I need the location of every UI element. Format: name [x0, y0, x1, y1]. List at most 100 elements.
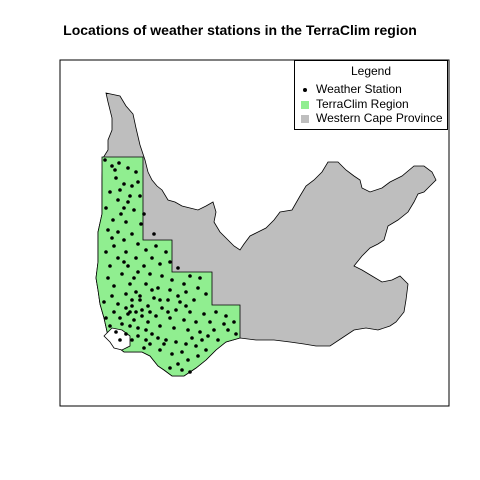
weather-station-point [180, 368, 184, 372]
weather-station-point [124, 306, 128, 310]
weather-station-point [110, 236, 114, 240]
weather-station-point [116, 302, 120, 306]
weather-station-point [214, 310, 218, 314]
weather-station-point [174, 308, 178, 312]
weather-station-point [124, 332, 128, 336]
weather-station-point [104, 250, 108, 254]
weather-station-point [182, 282, 186, 286]
weather-station-point [216, 338, 220, 342]
weather-station-point [130, 184, 134, 188]
weather-station-point [196, 286, 200, 290]
weather-station-point [114, 330, 118, 334]
weather-station-point [116, 230, 120, 234]
weather-station-point [134, 290, 138, 294]
weather-station-point [184, 342, 188, 346]
weather-station-point [102, 300, 106, 304]
weather-station-point [132, 318, 136, 322]
weather-station-point [158, 298, 162, 302]
weather-station-point [130, 298, 134, 302]
terraclim-region-polygon [95, 156, 241, 377]
weather-station-point [114, 176, 118, 180]
weather-station-point [138, 298, 142, 302]
weather-station-point [112, 310, 116, 314]
weather-station-point [132, 276, 136, 280]
weather-station-point [148, 272, 152, 276]
weather-station-point [166, 310, 170, 314]
weather-station-point [142, 264, 146, 268]
weather-station-point [176, 362, 180, 366]
weather-station-point [226, 328, 230, 332]
legend-label-terraclim-region: TerraClim Region [316, 97, 409, 111]
weather-station-point [134, 256, 138, 260]
weather-station-point [160, 274, 164, 278]
weather-station-point [208, 320, 212, 324]
weather-station-point [128, 194, 132, 198]
weather-station-point [130, 338, 134, 342]
weather-station-point [194, 320, 198, 324]
weather-station-point [142, 212, 146, 216]
weather-station-point [150, 332, 154, 336]
weather-station-point [176, 294, 180, 298]
weather-station-point [124, 220, 128, 224]
weather-station-point [120, 272, 124, 276]
weather-station-point [232, 320, 236, 324]
station-point-icon [299, 83, 311, 95]
weather-stations-layer [102, 158, 238, 374]
province-swatch-icon [299, 112, 311, 124]
weather-station-point [122, 182, 126, 186]
weather-station-point [180, 350, 184, 354]
weather-station-point [116, 256, 120, 260]
weather-station-point [117, 161, 121, 165]
weather-station-point [188, 310, 192, 314]
weather-station-point [178, 300, 182, 304]
weather-station-point [152, 232, 156, 236]
false-bay-notch [103, 327, 131, 351]
weather-station-point [172, 326, 176, 330]
weather-station-point [184, 304, 188, 308]
weather-station-point [194, 344, 198, 348]
weather-station-point [146, 304, 150, 308]
map-title: Locations of weather stations in the Ter… [63, 22, 417, 38]
weather-station-point [198, 276, 202, 280]
weather-station-point [119, 212, 123, 216]
weather-station-point [128, 282, 132, 286]
weather-station-point [146, 320, 150, 324]
weather-station-point [150, 256, 154, 260]
weather-station-point [144, 282, 148, 286]
weather-station-point [148, 310, 152, 314]
weather-station-point [176, 266, 180, 270]
weather-station-point [164, 250, 168, 254]
weather-station-point [202, 312, 206, 316]
legend-title: Legend [350, 64, 392, 78]
weather-station-point [110, 164, 114, 168]
weather-station-point [158, 262, 162, 266]
weather-station-point [120, 322, 124, 326]
weather-station-point [116, 198, 120, 202]
weather-station-point [150, 288, 154, 292]
weather-station-point [170, 352, 174, 356]
weather-station-point [144, 328, 148, 332]
weather-station-point [108, 190, 112, 194]
legend-label-weather-station: Weather Station [316, 82, 402, 96]
weather-station-point [111, 218, 115, 222]
weather-station-point [134, 310, 138, 314]
weather-station-point [126, 200, 130, 204]
weather-station-point [200, 338, 204, 342]
weather-station-point [122, 260, 126, 264]
weather-station-point [168, 288, 172, 292]
legend: Legend Weather Station TerraClim Region … [294, 60, 448, 130]
weather-station-point [204, 348, 208, 352]
weather-station-point [103, 158, 107, 162]
weather-station-point [186, 328, 190, 332]
weather-station-point [140, 308, 144, 312]
weather-station-point [134, 170, 138, 174]
weather-station-point [140, 314, 144, 318]
weather-station-point [118, 316, 122, 320]
weather-station-point [112, 244, 116, 248]
weather-station-point [156, 336, 160, 340]
weather-station-point [212, 328, 216, 332]
weather-station-point [122, 206, 126, 210]
weather-station-point [142, 346, 146, 350]
weather-station-point [138, 194, 142, 198]
